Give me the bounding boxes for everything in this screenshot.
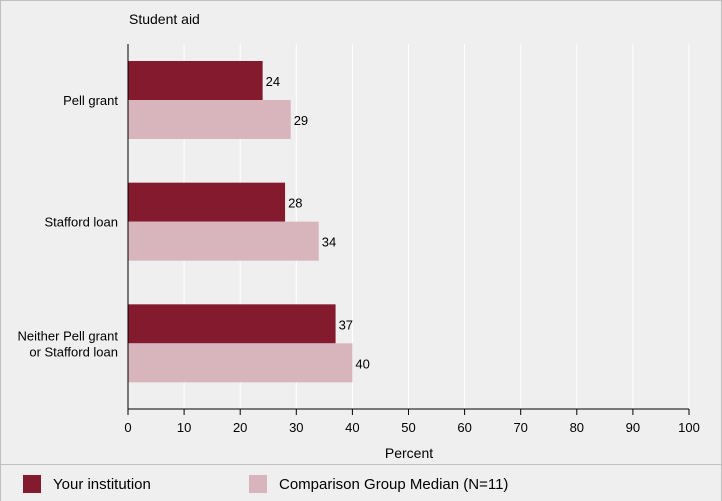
x-tick-label: 10 [177,420,191,435]
bar-value-label: 34 [322,235,336,250]
chart-title: Student aid [129,11,200,27]
bar-value-label: 29 [294,113,308,128]
bar-your-institution [128,304,336,344]
legend: Your institution Comparison Group Median… [1,464,721,501]
x-tick-label: 90 [626,420,640,435]
bar-value-label: 24 [266,74,280,89]
bar-value-label: 37 [339,317,353,332]
bar-comparison-median [128,100,291,139]
x-tick-label: 40 [345,420,359,435]
bar-your-institution [128,182,286,222]
legend-label-comparison-median: Comparison Group Median (N=11) [279,475,509,493]
bar-your-institution [128,61,263,100]
x-tick-label: 20 [233,420,247,435]
category-label: Pell grant [63,93,118,108]
x-tick-label: 100 [678,420,700,435]
x-axis: 0 10 20 30 40 50 60 70 80 90 100 [124,44,700,435]
category-label: Neither Pell grant [18,328,119,343]
bar-comparison-median [128,221,319,261]
legend-item-comparison-median: Comparison Group Median (N=11) [249,475,508,493]
x-axis-label: Percent [385,445,433,461]
bar-chart: Student aid 24 29 28 34 37 40 Pell grant Staff… [18,11,700,461]
legend-swatch-comparison-median [249,475,267,493]
category-label: or Stafford loan [29,344,118,359]
bars: 24 29 28 34 37 40 [128,61,370,383]
legend-label-your-institution: Your institution [53,475,151,493]
x-tick-label: 0 [124,420,131,435]
category-label: Stafford loan [45,215,118,230]
x-tick-label: 30 [289,420,303,435]
legend-swatch-your-institution [23,475,41,493]
legend-item-your-institution: Your institution [23,475,151,493]
bar-comparison-median [128,343,353,383]
x-tick-label: 70 [513,420,527,435]
x-tick-label: 50 [401,420,415,435]
category-labels: Pell grant Stafford loan Neither Pell gran… [18,93,119,359]
bar-value-label: 28 [288,196,302,211]
x-tick-label: 60 [457,420,471,435]
x-tick-label: 80 [570,420,584,435]
bar-value-label: 40 [355,356,369,371]
